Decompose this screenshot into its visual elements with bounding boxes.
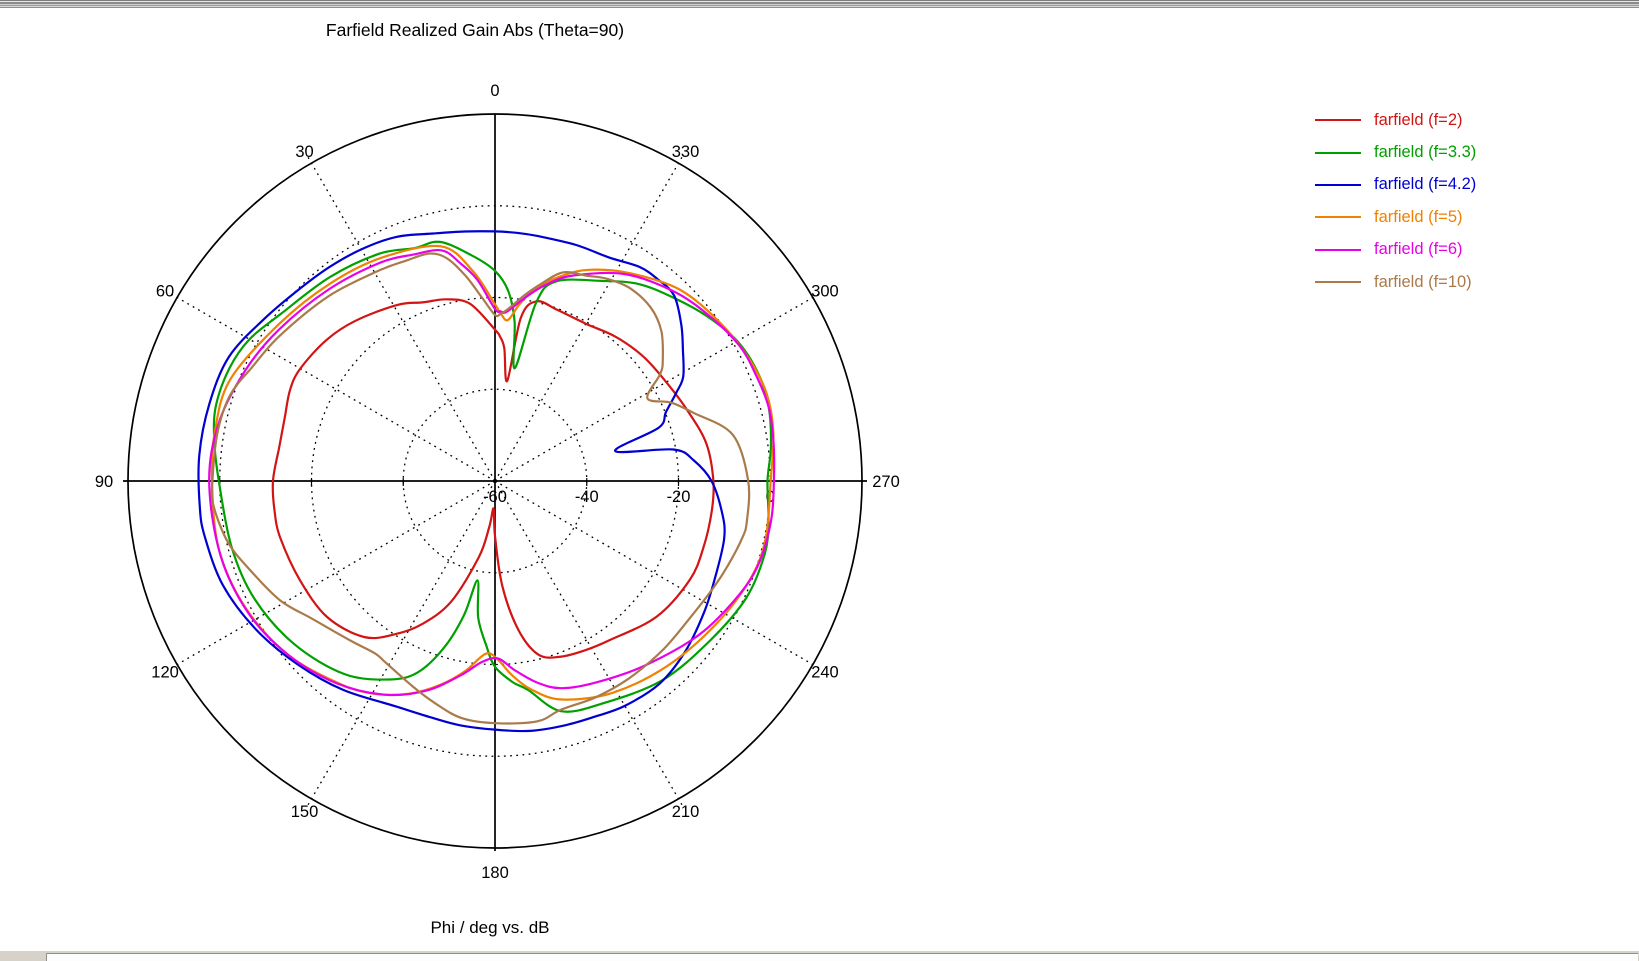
legend-label: farfield (f=10) — [1374, 272, 1472, 291]
legend-line-swatch — [1315, 248, 1361, 251]
curve-farfield-f-5- — [210, 244, 775, 701]
legend-line-swatch — [1315, 119, 1361, 122]
angle-label-0: 0 — [490, 82, 499, 100]
curve-farfield-f-2- — [271, 298, 715, 659]
curve-farfield-f-6- — [208, 248, 776, 697]
series-curves — [197, 230, 776, 733]
top-splitter-bar[interactable] — [0, 0, 1639, 8]
angle-label-330: 330 — [672, 143, 700, 161]
legend-line-swatch — [1315, 183, 1361, 186]
legend-item-2[interactable]: farfield (f=3.3) — [1315, 136, 1476, 168]
legend-item-5[interactable]: farfield (f=6) — [1315, 234, 1476, 266]
radial-labels: -60 -40 -20 0 — [483, 488, 775, 506]
legend-line-swatch — [1315, 151, 1361, 154]
angle-label-60: 60 — [156, 283, 174, 301]
legend-line-swatch — [1315, 216, 1361, 219]
legend-label: farfield (f=4.2) — [1374, 175, 1477, 194]
radial-label--40: -40 — [575, 488, 599, 506]
legend-line-swatch — [1315, 281, 1361, 284]
legend-label: farfield (f=3.3) — [1374, 143, 1477, 162]
radial-label--60: -60 — [483, 488, 507, 506]
legend-label: farfield (f=5) — [1374, 207, 1463, 226]
angle-label-120: 120 — [151, 664, 179, 682]
legend-item-1[interactable]: farfield (f=2) — [1315, 104, 1476, 136]
curve-farfield-f-10- — [210, 252, 751, 725]
legend-item-6[interactable]: farfield (f=10) — [1315, 266, 1476, 298]
angle-label-150: 150 — [291, 803, 319, 821]
angle-label-300: 300 — [811, 283, 839, 301]
angle-label-240: 240 — [811, 664, 839, 682]
legend-label: farfield (f=6) — [1374, 240, 1463, 259]
radial-label--20: -20 — [667, 488, 691, 506]
angle-label-270: 270 — [872, 473, 900, 491]
angle-labels: 0 30 60 90 120 150 180 210 240 270 300 330 — [95, 82, 900, 882]
legend-item-3[interactable]: farfield (f=4.2) — [1315, 169, 1476, 201]
chart-title: Farfield Realized Gain Abs (Theta=90) — [325, 20, 625, 40]
legend-item-4[interactable]: farfield (f=5) — [1315, 201, 1476, 233]
legend-label: farfield (f=2) — [1374, 110, 1463, 129]
curve-farfield-f-3.3- — [212, 240, 773, 713]
status-panel[interactable] — [46, 953, 1638, 961]
bottom-status-bar — [0, 951, 1639, 961]
angle-label-210: 210 — [672, 803, 700, 821]
angle-label-90: 90 — [95, 473, 113, 491]
axis-caption: Phi / deg vs. dB — [430, 918, 550, 937]
polar-grid — [123, 113, 867, 851]
angle-label-30: 30 — [295, 143, 313, 161]
legend: farfield (f=2) farfield (f=3.3) farfield (… — [1315, 104, 1476, 298]
angle-label-180: 180 — [481, 864, 509, 882]
curve-farfield-f-4.2- — [197, 230, 726, 733]
